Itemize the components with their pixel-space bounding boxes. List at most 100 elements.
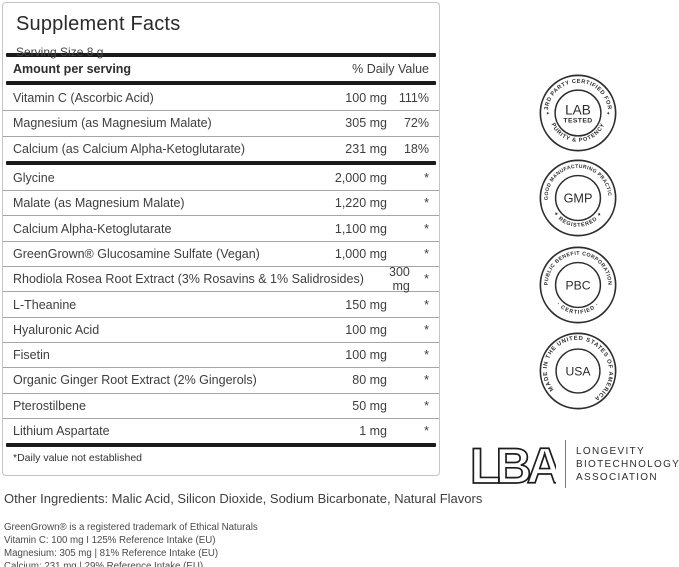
logo-line: LONGEVITY: [576, 445, 645, 457]
ingredient-daily-value: *: [424, 221, 429, 236]
ingredient-daily-value: *: [424, 373, 429, 388]
made-in-usa-seal-icon: MADE IN THE UNITED STATES OF AMERICA USA: [539, 332, 617, 410]
ingredient-name: Hyaluronic Acid: [13, 322, 100, 337]
daily-value-header: % Daily Value: [352, 62, 429, 76]
table-row: Calcium (as Calcium Alpha-Ketoglutarate)…: [3, 135, 439, 161]
ingredient-name: Lithium Aspartate: [13, 424, 110, 438]
ingredient-name: Vitamin C (Ascorbic Acid): [13, 90, 154, 105]
ingredient-name: Calcium (as Calcium Alpha-Ketoglutarate): [13, 141, 246, 156]
fine-print-line: Magnesium: 305 mg | 81% Reference Intake…: [4, 548, 219, 559]
table-row: Malate (as Magnesium Malate) 1,220 mg *: [3, 190, 439, 215]
fine-print-line: Calcium: 231 mg | 29% Reference Intake (…: [4, 561, 204, 567]
ingredient-name: Calcium Alpha-Ketoglutarate: [13, 221, 172, 236]
lab-tested-seal-icon: 3RD PARTY CERTIFIED FOR PURITY & POTENCY…: [539, 74, 617, 152]
amount-per-serving-header: Amount per serving: [13, 62, 132, 76]
ingredient-name: GreenGrown® Glucosamine Sulfate (Vegan): [13, 246, 260, 261]
diamond-icon: ✦: [546, 111, 551, 117]
rda-rows-group: Vitamin C (Ascorbic Acid) 100 mg 111% Ma…: [3, 85, 439, 161]
seal-bottom-text: · CERTIFIED ·: [555, 301, 600, 315]
ingredient-daily-value: *: [424, 196, 429, 211]
ingredient-name: L-Theanine: [13, 297, 77, 312]
ingredient-amount: 305 mg: [345, 116, 387, 131]
ingredient-daily-value: *: [424, 348, 429, 363]
table-row: Organic Ginger Root Extract (2% Gingerol…: [3, 367, 439, 392]
ingredient-name: Fisetin: [13, 348, 50, 363]
ingredient-name: Organic Ginger Root Extract (2% Gingerol…: [13, 373, 257, 388]
ingredient-daily-value: 72%: [403, 116, 429, 131]
ingredient-amount: 150 mg: [345, 297, 387, 312]
divider-thick-bottom: [6, 443, 436, 448]
fine-print-line: GreenGrown® is a registered trademark of…: [4, 522, 258, 533]
ingredient-name: Malate (as Magnesium Malate): [13, 196, 185, 211]
supplement-facts-panel: Supplement Facts Serving Size 8 g Amount…: [2, 2, 440, 476]
ingredient-daily-value: *: [424, 170, 429, 185]
fine-print-line: Vitamin C: 100 mg I 125% Reference Intak…: [4, 535, 216, 546]
ingredient-daily-value: *: [424, 246, 429, 261]
ingredient-daily-value: 18%: [403, 141, 429, 156]
pbc-seal-icon: PUBLIC BENEFIT CORPORATION · CERTIFIED ·…: [539, 246, 617, 324]
ingredient-amount: 100 mg: [345, 322, 387, 337]
ingredient-amount: 1 mg: [359, 424, 387, 438]
ingredient-daily-value: *: [424, 322, 429, 337]
table-row: Vitamin C (Ascorbic Acid) 100 mg 111%: [3, 85, 439, 110]
table-row: Magnesium (as Magnesium Malate) 305 mg 7…: [3, 110, 439, 135]
ingredient-amount: 300 mg: [389, 265, 410, 294]
seal-center-text: LAB: [565, 102, 591, 117]
table-row: Glycine 2,000 mg *: [3, 165, 439, 190]
diamond-icon: ✦: [606, 111, 611, 117]
svg-text:· CERTIFIED ·: · CERTIFIED ·: [555, 301, 601, 315]
divider-thick-header: [6, 81, 436, 85]
lba-monogram-icon: LBA: [469, 438, 556, 490]
table-row: Pterostilbene 50 mg *: [3, 392, 439, 418]
lba-logo: LBA LONGEVITY BIOTECHNOLOGY ASSOCIATION: [468, 438, 679, 490]
table-row: Rhodiola Rosea Root Extract (3% Rosavins…: [3, 265, 439, 294]
lba-monogram-text: LBA: [470, 438, 556, 490]
table-header-row: Amount per serving % Daily Value: [3, 57, 439, 81]
logo-line: BIOTECHNOLOGY: [576, 458, 679, 470]
panel-title: Supplement Facts: [16, 13, 181, 35]
seal-center-text: GMP: [564, 191, 593, 205]
divider-thick-top: [6, 53, 436, 57]
ingredient-amount: 100 mg: [345, 90, 387, 105]
divider-thick-middle: [6, 160, 436, 165]
table-row: L-Theanine 150 mg *: [3, 291, 439, 316]
ingredient-amount: 100 mg: [345, 348, 387, 363]
seal-bottom-text: ✦ REGISTERED ✦: [552, 210, 604, 229]
table-row: Calcium Alpha-Ketoglutarate 1,100 mg *: [3, 215, 439, 240]
ingredient-amount: 50 mg: [352, 398, 387, 413]
ingredient-daily-value: *: [424, 398, 429, 413]
serving-size: Serving Size 8 g: [16, 45, 104, 59]
ingredient-name: Pterostilbene: [13, 398, 86, 413]
other-rows-group: Glycine 2,000 mg * Malate (as Magnesium …: [3, 165, 439, 443]
table-row: Hyaluronic Acid 100 mg *: [3, 316, 439, 342]
logo-line: ASSOCIATION: [576, 471, 658, 483]
logo-divider: [565, 440, 566, 488]
gmp-seal-icon: GOOD MANUFACTURING PRACTICE ✦ REGISTERED…: [539, 159, 617, 237]
seal-center-subtext: TESTED: [563, 117, 592, 124]
ingredient-daily-value: *: [424, 297, 429, 312]
ingredient-daily-value: *: [424, 424, 429, 438]
ingredient-amount: 1,000 mg: [334, 246, 387, 261]
ingredient-amount: 1,220 mg: [334, 196, 387, 211]
other-ingredients: Other Ingredients: Malic Acid, Silicon D…: [4, 491, 483, 506]
seal-center-text: USA: [565, 364, 591, 378]
ingredient-name: Rhodiola Rosea Root Extract (3% Rosavins…: [13, 272, 364, 287]
ingredient-amount: 80 mg: [352, 373, 387, 388]
table-row: Lithium Aspartate 1 mg *: [3, 417, 439, 443]
ingredient-name: Magnesium (as Magnesium Malate): [13, 116, 212, 131]
daily-value-footnote: *Daily value not established: [13, 452, 142, 465]
ingredient-name: Glycine: [13, 170, 55, 185]
table-row: Fisetin 100 mg *: [3, 341, 439, 367]
panel-header: Supplement Facts Serving Size 8 g: [3, 3, 439, 59]
fine-print: GreenGrown® is a registered trademark of…: [4, 521, 258, 567]
svg-text:✦ REGISTERED ✦: ✦ REGISTERED ✦: [552, 210, 604, 229]
seal-center-text: PBC: [565, 278, 590, 292]
table-row: GreenGrown® Glucosamine Sulfate (Vegan) …: [3, 240, 439, 266]
ingredient-daily-value: 111%: [398, 90, 429, 105]
ingredient-amount: 2,000 mg: [334, 170, 387, 185]
ingredient-daily-value: *: [424, 272, 429, 287]
logo-wordmark: LONGEVITY BIOTECHNOLOGY ASSOCIATION: [576, 445, 679, 484]
ingredient-amount: 1,100 mg: [334, 221, 387, 236]
ingredient-amount: 231 mg: [345, 141, 387, 156]
